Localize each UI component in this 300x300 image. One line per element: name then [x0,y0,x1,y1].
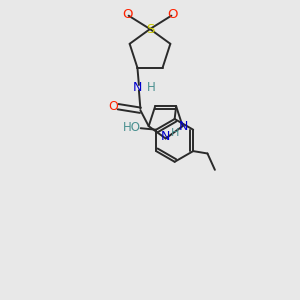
Text: O: O [122,8,133,21]
Text: H: H [146,82,155,94]
Text: H: H [170,128,179,138]
Text: N: N [161,130,170,142]
Text: S: S [146,22,154,35]
Text: N: N [133,82,142,94]
Text: HO: HO [123,122,141,134]
Text: O: O [167,8,178,21]
Text: O: O [108,100,118,112]
Text: N: N [178,120,188,133]
